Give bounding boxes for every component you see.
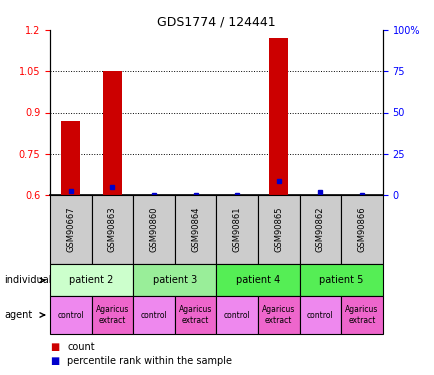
Text: GSM90863: GSM90863 [108,207,117,252]
Text: GSM90864: GSM90864 [191,207,200,252]
Text: GSM90866: GSM90866 [357,207,366,252]
Text: control: control [57,310,84,320]
Text: count: count [67,342,95,352]
Text: percentile rank within the sample: percentile rank within the sample [67,356,232,366]
Text: individual: individual [4,275,52,285]
Text: GSM90861: GSM90861 [232,207,241,252]
Text: GSM90667: GSM90667 [66,207,75,252]
Text: control: control [224,310,250,320]
Text: GSM90860: GSM90860 [149,207,158,252]
Text: patient 5: patient 5 [318,275,362,285]
Text: agent: agent [4,310,33,320]
Text: Agaricus
extract: Agaricus extract [95,305,129,325]
Text: control: control [140,310,167,320]
Text: patient 2: patient 2 [69,275,114,285]
Bar [61,121,80,195]
Text: GSM90862: GSM90862 [315,207,324,252]
Text: ■: ■ [50,356,59,366]
Text: GSM90865: GSM90865 [274,207,283,252]
Bar [269,38,287,195]
Title: GDS1774 / 124441: GDS1774 / 124441 [157,16,275,29]
Text: Agaricus
extract: Agaricus extract [345,305,378,325]
Text: Agaricus
extract: Agaricus extract [262,305,295,325]
Text: patient 3: patient 3 [152,275,197,285]
Text: Agaricus
extract: Agaricus extract [178,305,212,325]
Bar [103,71,122,195]
Text: ■: ■ [50,342,59,352]
Text: control: control [306,310,333,320]
Text: patient 4: patient 4 [235,275,279,285]
